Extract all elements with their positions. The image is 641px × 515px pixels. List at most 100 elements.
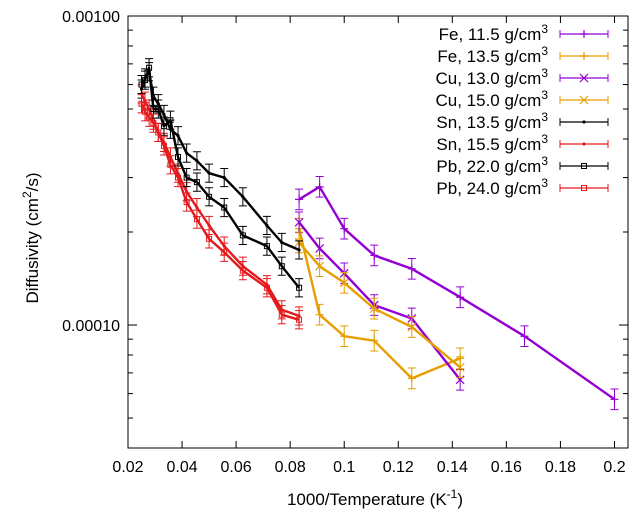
data-point <box>175 153 181 160</box>
legend-entry: Pb, 24.0 g/cm3 <box>436 176 609 198</box>
series-1 <box>295 217 465 390</box>
plot-frame <box>127 15 629 449</box>
data-point <box>407 322 417 332</box>
error-bar <box>154 122 163 143</box>
legend-label: Fe, 11.5 g/cm3 <box>439 22 549 44</box>
data-point <box>315 243 325 253</box>
data-point <box>195 159 199 163</box>
series-line <box>140 103 300 321</box>
series-line <box>298 241 461 369</box>
error-bar <box>238 261 247 281</box>
legend-marker <box>579 95 589 105</box>
error-bar <box>159 116 168 136</box>
data-point <box>340 332 349 341</box>
data-point <box>295 195 304 204</box>
legend-marker <box>582 120 586 124</box>
x-tick-label: 0.18 <box>545 459 576 476</box>
data-point <box>610 395 619 404</box>
data-point <box>193 216 200 223</box>
data-point <box>370 251 379 260</box>
error-bar <box>220 242 229 262</box>
y-tick-label: 0.00100 <box>62 9 120 26</box>
data-point <box>183 199 190 206</box>
data-point <box>176 134 180 138</box>
x-tick-label: 0.2 <box>603 459 625 476</box>
data-point <box>297 248 301 252</box>
x-tick-label: 0.04 <box>166 459 197 476</box>
legend-marker <box>581 185 587 191</box>
data-point <box>221 249 228 256</box>
series-4 <box>137 62 304 260</box>
data-point <box>239 267 246 274</box>
legend-entry: Sn, 15.5 g/cm3 <box>436 132 609 154</box>
x-axis-title: 1000/Temperature (K-1) <box>287 487 463 509</box>
legend-label: Sn, 15.5 g/cm3 <box>436 132 548 154</box>
data-point <box>315 182 324 191</box>
y-tick-label: 0.00010 <box>62 318 120 335</box>
series-7 <box>137 94 304 330</box>
error-bar <box>295 278 304 298</box>
data-point <box>146 114 153 121</box>
data-point <box>296 316 303 323</box>
data-point <box>294 217 304 227</box>
data-point <box>278 311 285 318</box>
error-bar <box>277 256 286 276</box>
error-bar <box>182 192 191 212</box>
legend-entry: Pb, 22.0 g/cm3 <box>436 154 609 176</box>
data-point <box>160 142 167 149</box>
data-point <box>370 336 379 345</box>
data-point <box>162 112 166 117</box>
series-2 <box>294 211 465 391</box>
data-point <box>185 151 189 155</box>
x-tick-label: 0.1 <box>333 459 355 476</box>
error-bar <box>141 70 150 90</box>
data-point <box>155 106 162 113</box>
data-point <box>207 223 211 228</box>
error-bar <box>238 225 247 245</box>
data-point <box>175 174 181 181</box>
legend-entry: Fe, 11.5 g/cm3 <box>439 22 609 44</box>
data-point <box>142 77 149 84</box>
error-bar <box>205 229 214 249</box>
series-layer <box>137 58 619 411</box>
legend-marker <box>579 73 589 83</box>
error-bar <box>192 172 201 192</box>
data-point <box>407 374 416 383</box>
data-point <box>340 224 349 233</box>
data-point <box>193 179 200 186</box>
x-tick-label: 0.16 <box>491 459 522 476</box>
data-point <box>221 204 228 211</box>
error-bar <box>277 305 286 325</box>
error-bar <box>145 58 154 78</box>
data-point <box>369 304 379 314</box>
data-point <box>278 263 285 270</box>
data-point <box>241 195 245 199</box>
legend-entry: Cu, 15.0 g/cm3 <box>435 88 609 110</box>
x-tick-label: 0.06 <box>221 459 252 476</box>
data-point <box>456 293 465 302</box>
legend-label: Fe, 13.5 g/cm3 <box>437 44 548 66</box>
error-bar <box>262 236 271 256</box>
y-axis-title: Diffusivity (cm2/s) <box>20 172 42 303</box>
data-point <box>280 240 284 245</box>
data-point <box>167 161 174 168</box>
error-bar <box>192 209 201 229</box>
series-0 <box>295 176 619 411</box>
data-point <box>206 235 213 242</box>
series-line <box>298 221 462 381</box>
legend-marker <box>582 142 586 146</box>
x-tick-label: 0.14 <box>437 459 468 476</box>
legend-marker <box>581 163 587 169</box>
error-bar <box>141 102 150 122</box>
error-bar <box>154 99 163 119</box>
data-point <box>315 310 324 319</box>
error-bar <box>174 168 182 188</box>
series-6 <box>137 58 304 298</box>
data-point <box>239 232 246 239</box>
legend-entry: Fe, 13.5 g/cm3 <box>437 44 609 66</box>
legend-label: Cu, 15.0 g/cm3 <box>435 88 548 110</box>
data-point <box>339 278 349 288</box>
x-tick-label: 0.08 <box>275 459 306 476</box>
